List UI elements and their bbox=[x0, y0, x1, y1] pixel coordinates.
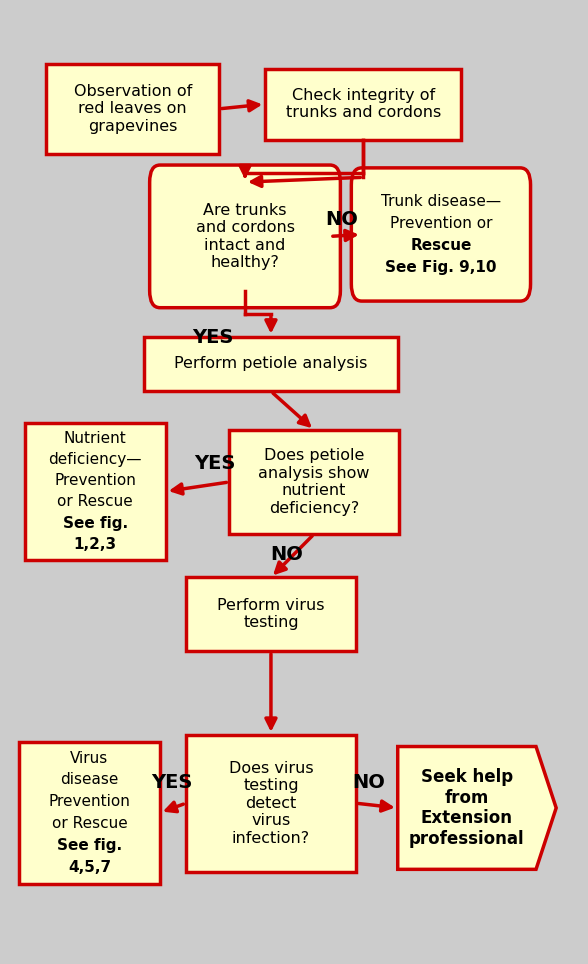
FancyBboxPatch shape bbox=[150, 165, 340, 308]
FancyBboxPatch shape bbox=[19, 742, 160, 883]
Text: Virus: Virus bbox=[71, 751, 109, 765]
Text: Rescue: Rescue bbox=[410, 238, 472, 253]
Text: Prevention or: Prevention or bbox=[390, 216, 492, 231]
Text: or Rescue: or Rescue bbox=[52, 817, 128, 831]
FancyBboxPatch shape bbox=[352, 168, 530, 301]
Text: Check integrity of
trunks and cordons: Check integrity of trunks and cordons bbox=[286, 88, 441, 120]
FancyBboxPatch shape bbox=[229, 430, 399, 534]
Text: Does virus
testing
detect
virus
infection?: Does virus testing detect virus infectio… bbox=[229, 761, 313, 845]
Text: NO: NO bbox=[270, 546, 303, 564]
Text: Seek help
from
Extension
professional: Seek help from Extension professional bbox=[409, 767, 524, 848]
Text: See Fig. 9,10: See Fig. 9,10 bbox=[385, 260, 497, 275]
Text: YES: YES bbox=[192, 328, 233, 347]
Polygon shape bbox=[397, 746, 556, 870]
Text: Does petiole
analysis show
nutrient
deficiency?: Does petiole analysis show nutrient defi… bbox=[258, 448, 370, 516]
FancyBboxPatch shape bbox=[25, 423, 166, 560]
Text: 4,5,7: 4,5,7 bbox=[68, 860, 111, 874]
FancyBboxPatch shape bbox=[144, 336, 397, 391]
Text: YES: YES bbox=[194, 454, 235, 472]
Text: or Rescue: or Rescue bbox=[57, 495, 133, 510]
Text: Perform petiole analysis: Perform petiole analysis bbox=[174, 357, 368, 371]
FancyBboxPatch shape bbox=[265, 68, 461, 140]
Text: NO: NO bbox=[325, 210, 358, 228]
Text: See fig.: See fig. bbox=[57, 838, 122, 853]
Text: Observation of
red leaves on
grapevines: Observation of red leaves on grapevines bbox=[74, 84, 192, 134]
Text: Prevention: Prevention bbox=[48, 794, 131, 809]
Text: 1,2,3: 1,2,3 bbox=[74, 537, 117, 551]
Text: Are trunks
and cordons
intact and
healthy?: Are trunks and cordons intact and health… bbox=[196, 202, 295, 270]
Text: Prevention: Prevention bbox=[54, 473, 136, 489]
Text: disease: disease bbox=[60, 772, 119, 788]
FancyBboxPatch shape bbox=[186, 577, 356, 651]
FancyBboxPatch shape bbox=[186, 735, 356, 871]
Text: Nutrient: Nutrient bbox=[64, 431, 126, 446]
FancyBboxPatch shape bbox=[46, 64, 219, 153]
Text: See fig.: See fig. bbox=[63, 516, 128, 530]
Text: Perform virus
testing: Perform virus testing bbox=[217, 598, 325, 630]
Text: Trunk disease—: Trunk disease— bbox=[381, 194, 501, 209]
Text: deficiency—: deficiency— bbox=[48, 452, 142, 468]
Text: YES: YES bbox=[151, 773, 192, 791]
Text: NO: NO bbox=[352, 773, 385, 791]
